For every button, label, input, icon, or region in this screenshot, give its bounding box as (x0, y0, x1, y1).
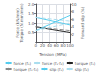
svg-text:1.0: 1.0 (28, 21, 35, 26)
svg-text:100: 100 (66, 43, 74, 48)
svg-text:Force (kN/mm): Force (kN/mm) (14, 8, 20, 38)
svg-text:slip (f₂): slip (f₂) (75, 67, 90, 72)
svg-text:1.5: 1.5 (28, 11, 35, 16)
svg-text:80: 80 (60, 43, 66, 48)
svg-text:20: 20 (40, 43, 46, 48)
svg-text:Torque (N.mm/mm): Torque (N.mm/mm) (19, 3, 24, 43)
svg-text:2.0: 2.0 (28, 2, 35, 7)
svg-text:Tension (MPa): Tension (MPa) (38, 52, 67, 57)
svg-text:0: 0 (34, 43, 37, 48)
svg-text:2: 2 (72, 32, 75, 37)
svg-text:4: 4 (72, 24, 75, 29)
svg-text:slip (f₁): slip (f₁) (49, 67, 64, 72)
svg-text:60: 60 (54, 43, 60, 48)
svg-text:8: 8 (72, 9, 75, 14)
svg-text:force (f₁·f₂): force (f₁·f₂) (42, 61, 64, 66)
svg-text:torque (f₁·f₂): torque (f₁·f₂) (14, 67, 39, 72)
svg-text:0.5: 0.5 (28, 30, 35, 35)
svg-text:Forward slip (%): Forward slip (%) (80, 6, 85, 39)
svg-text:10: 10 (72, 2, 78, 7)
svg-text:40: 40 (47, 43, 53, 48)
svg-text:force (f₁): force (f₁) (14, 61, 32, 66)
svg-text:torque (f₁): torque (f₁) (75, 61, 96, 66)
svg-text:6: 6 (72, 17, 75, 22)
